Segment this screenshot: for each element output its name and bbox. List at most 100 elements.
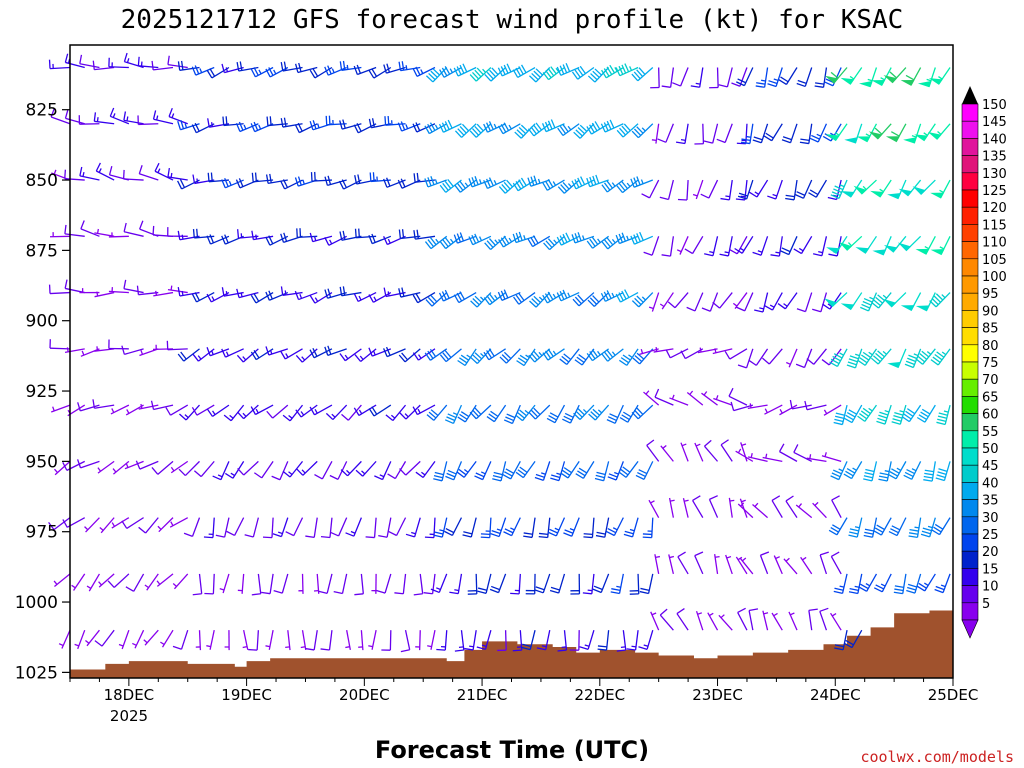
wind-barb bbox=[251, 172, 274, 183]
barb-full bbox=[447, 119, 453, 129]
barb-half bbox=[125, 463, 129, 468]
wind-barb bbox=[780, 236, 798, 256]
barb-full bbox=[556, 236, 562, 246]
wind-barb bbox=[720, 179, 733, 201]
barb-staff bbox=[592, 348, 610, 362]
wind-barb bbox=[557, 630, 568, 652]
wind-barb bbox=[639, 348, 659, 355]
wind-barb bbox=[445, 461, 463, 481]
wind-barb bbox=[731, 67, 748, 87]
barb-half bbox=[737, 556, 743, 561]
barb-full bbox=[640, 587, 650, 591]
barb-half bbox=[786, 361, 791, 365]
barb-full bbox=[250, 123, 256, 132]
barb-full bbox=[601, 353, 609, 362]
barb-staff bbox=[453, 461, 463, 481]
barb-full bbox=[459, 413, 468, 420]
colorbar-label: 115 bbox=[982, 218, 1007, 233]
wind-barb bbox=[467, 573, 478, 595]
wind-barb bbox=[469, 404, 492, 420]
wind-barb bbox=[84, 517, 100, 533]
barb-full bbox=[631, 411, 639, 420]
barb-staff bbox=[791, 404, 812, 410]
wind-barb bbox=[675, 123, 689, 145]
barb-full bbox=[561, 355, 570, 363]
wind-barb bbox=[121, 517, 144, 529]
barb-full bbox=[611, 588, 621, 592]
barb-full bbox=[864, 528, 874, 532]
barb-staff bbox=[153, 66, 174, 71]
barb-staff bbox=[755, 348, 769, 366]
barb-full bbox=[475, 472, 485, 478]
wind-barb bbox=[785, 179, 798, 201]
barb-full bbox=[480, 536, 490, 539]
barb-staff bbox=[451, 517, 463, 536]
barb-half bbox=[775, 556, 780, 560]
barb-staff bbox=[269, 66, 289, 78]
barb-full bbox=[221, 287, 225, 297]
barb-full bbox=[353, 407, 360, 416]
barb-staff bbox=[497, 573, 507, 593]
barb-full bbox=[457, 359, 466, 367]
wind-barb bbox=[838, 235, 863, 251]
barb-half bbox=[210, 122, 214, 127]
wind-barb bbox=[193, 460, 215, 478]
barb-staff bbox=[123, 231, 144, 237]
wind-barb bbox=[415, 630, 421, 651]
barb-full bbox=[764, 305, 773, 311]
barb-full bbox=[591, 349, 599, 358]
wind-barb bbox=[433, 461, 448, 482]
barb-full bbox=[618, 292, 624, 301]
barb-full bbox=[624, 530, 634, 535]
barb-half bbox=[464, 469, 469, 473]
wind-barb bbox=[150, 400, 174, 411]
wind-barb bbox=[891, 404, 907, 425]
wind-barb bbox=[510, 573, 521, 595]
wind-barb bbox=[111, 517, 130, 529]
wind-barb bbox=[819, 607, 829, 631]
colorbar-swatch bbox=[961, 568, 979, 586]
wind-barb bbox=[915, 236, 936, 255]
barb-staff bbox=[542, 461, 551, 481]
wind-barb bbox=[887, 348, 907, 369]
barb-full bbox=[369, 172, 372, 182]
barb-full bbox=[860, 410, 869, 417]
barb-full bbox=[921, 530, 931, 535]
barb-full bbox=[563, 532, 573, 537]
barb-full bbox=[622, 354, 631, 361]
barb-half bbox=[552, 181, 557, 186]
barb-full bbox=[830, 194, 840, 199]
wind-barb bbox=[857, 404, 878, 422]
barb-staff bbox=[80, 348, 100, 357]
wind-barb bbox=[192, 174, 215, 185]
barb-full bbox=[339, 231, 343, 241]
colorbar-label: 125 bbox=[982, 184, 1007, 199]
colorbar-label: 140 bbox=[982, 132, 1007, 147]
barb-staff bbox=[558, 573, 566, 594]
wind-barb bbox=[917, 67, 936, 88]
wind-barb bbox=[876, 404, 892, 425]
chart-title: 2025121712 GFS forecast wind profile (kt… bbox=[121, 5, 904, 35]
barb-half bbox=[611, 351, 616, 356]
barb-half bbox=[868, 351, 873, 356]
barb-full bbox=[620, 357, 629, 364]
barb-full bbox=[486, 350, 493, 359]
barb-full bbox=[266, 116, 269, 126]
wind-barb bbox=[138, 403, 159, 410]
barb-staff bbox=[416, 66, 436, 77]
barb-full bbox=[861, 354, 870, 361]
barb-full bbox=[412, 352, 419, 361]
barb-staff bbox=[740, 442, 748, 462]
barb-full bbox=[633, 71, 641, 80]
barb-full bbox=[506, 179, 514, 188]
wind-barb bbox=[848, 573, 863, 595]
barb-flag bbox=[928, 78, 943, 85]
wind-barb bbox=[808, 179, 827, 198]
barb-full bbox=[520, 64, 527, 73]
terrain-layer bbox=[70, 607, 953, 678]
wind-barb bbox=[653, 347, 674, 353]
barb-full bbox=[458, 468, 467, 476]
barb-full bbox=[539, 532, 549, 535]
barb-full bbox=[206, 293, 212, 303]
barb-full bbox=[894, 585, 904, 588]
